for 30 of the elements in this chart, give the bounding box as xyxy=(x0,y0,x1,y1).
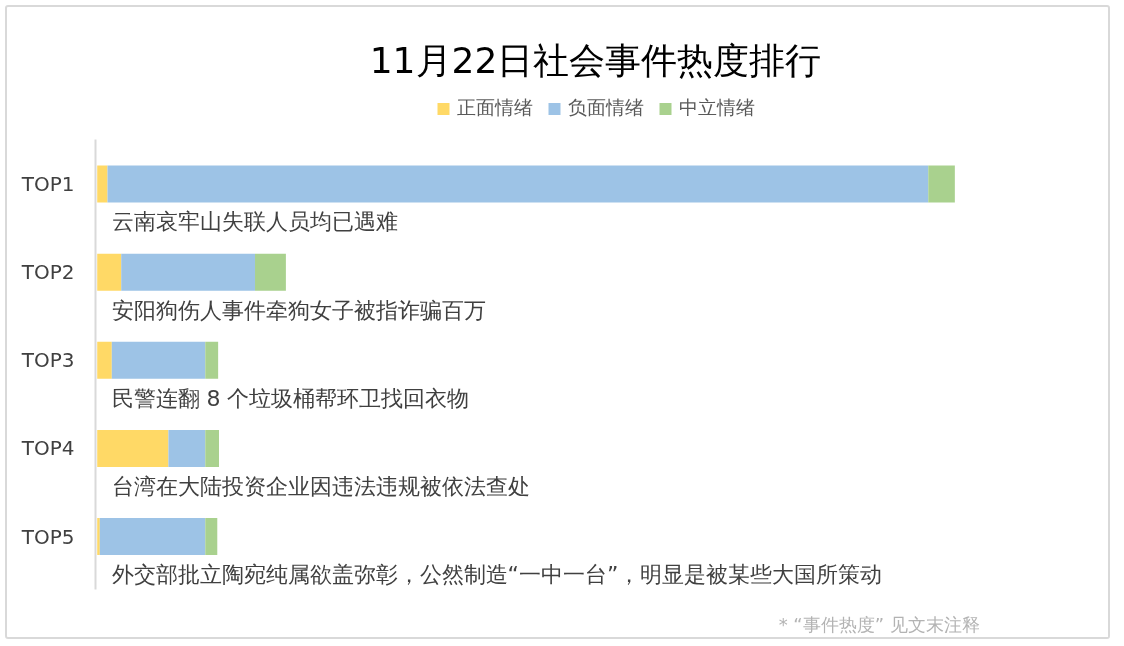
bar xyxy=(205,341,219,379)
chart-title: 11月22日社会事件热度排行 xyxy=(369,39,822,81)
bar xyxy=(97,518,100,556)
y-tick-label: TOP4 xyxy=(20,436,75,461)
bar xyxy=(97,341,112,379)
bar xyxy=(111,341,206,379)
bar xyxy=(99,518,206,556)
y-tick-label: TOP5 xyxy=(20,524,75,549)
bar xyxy=(107,165,929,203)
bar xyxy=(97,165,108,203)
y-tick-label: TOP1 xyxy=(20,172,75,197)
y-tick-label: TOP2 xyxy=(20,260,75,285)
annotation: 安阳狗伤人事件牵狗女子被指诈骗百万 xyxy=(111,297,486,323)
bar xyxy=(168,429,206,467)
text: * “事件热度” 见文末注释 xyxy=(778,614,980,636)
annotation: 外交部批立陶宛纯属欲盖弥彰，公然制造“一中一台”，明显是被某些大国所策动 xyxy=(111,561,883,587)
legend-label: 中立情绪 xyxy=(678,95,755,120)
legend-label: 负面情绪 xyxy=(567,95,644,120)
bar xyxy=(97,253,122,291)
annotation: 台湾在大陆投资企业因违法违规被依法查处 xyxy=(111,473,530,499)
bar xyxy=(97,429,169,467)
legend-label: 正面情绪 xyxy=(456,95,533,120)
bar xyxy=(928,165,955,203)
annotation: 云南哀牢山失联人员均已遇难 xyxy=(111,209,398,235)
bar xyxy=(205,518,218,556)
bar xyxy=(205,429,219,467)
annotation: 民警连翻 8 个垃圾桶帮环卫找回衣物 xyxy=(111,385,470,411)
y-tick-label: TOP3 xyxy=(20,348,75,373)
bar xyxy=(121,253,256,291)
bar xyxy=(255,253,286,291)
